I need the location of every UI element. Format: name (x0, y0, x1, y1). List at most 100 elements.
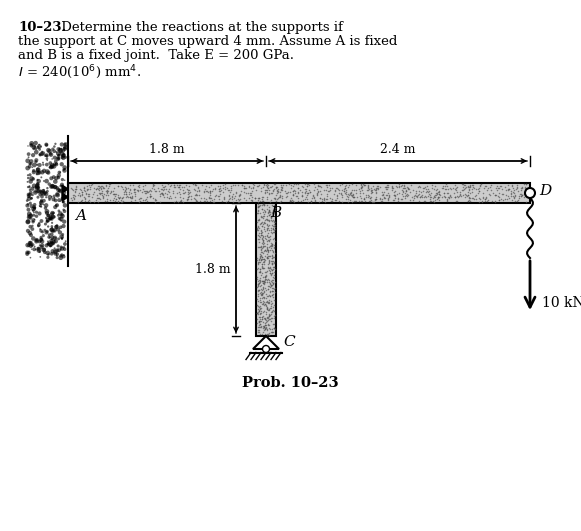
Point (303, 198, 313, 206)
Point (266, 212, 275, 221)
Point (36, 187, 45, 195)
Point (49, 226, 59, 235)
Point (82, 184, 91, 193)
Point (269, 324, 278, 332)
Point (263, 329, 272, 338)
Point (277, 196, 286, 205)
Point (254, 278, 263, 287)
Point (254, 255, 264, 263)
Point (192, 187, 202, 195)
Point (34, 244, 43, 253)
Point (416, 188, 425, 196)
Point (54, 151, 63, 159)
Point (365, 194, 374, 202)
Point (47, 210, 56, 219)
Point (406, 196, 415, 204)
Point (254, 258, 264, 266)
Point (253, 328, 263, 336)
Point (55, 168, 64, 177)
Point (146, 191, 156, 200)
Point (288, 196, 297, 204)
Point (53, 191, 62, 200)
Point (83, 190, 92, 199)
Point (430, 193, 439, 201)
Point (260, 278, 269, 287)
Point (257, 253, 267, 261)
Point (270, 194, 279, 202)
Point (348, 193, 357, 201)
Point (264, 324, 273, 332)
Point (84, 195, 94, 204)
Point (46, 162, 56, 171)
Point (53, 172, 63, 181)
Point (239, 184, 249, 192)
Point (264, 203, 274, 211)
Point (170, 181, 179, 190)
Point (445, 184, 454, 192)
Point (494, 189, 504, 197)
Point (268, 206, 277, 215)
Point (475, 194, 484, 203)
Point (468, 181, 477, 189)
Point (252, 186, 261, 194)
Point (455, 190, 464, 199)
Point (264, 226, 274, 235)
Point (264, 281, 273, 290)
Point (194, 186, 203, 194)
Point (336, 181, 345, 189)
Point (375, 194, 385, 203)
Point (30, 203, 39, 211)
Point (260, 307, 269, 315)
Point (31, 139, 40, 147)
Point (259, 279, 268, 287)
Point (269, 204, 278, 213)
Text: D: D (539, 184, 551, 198)
Point (47, 250, 56, 258)
Point (34, 245, 43, 253)
Point (299, 183, 308, 192)
Point (256, 305, 265, 313)
Point (404, 191, 413, 199)
Point (337, 192, 346, 201)
Point (450, 192, 459, 201)
Point (253, 279, 263, 288)
Point (264, 310, 274, 319)
Point (257, 277, 266, 286)
Point (23, 201, 32, 210)
Point (94, 182, 103, 190)
Point (257, 313, 266, 322)
Point (512, 184, 521, 193)
Point (323, 186, 332, 195)
Point (70, 185, 80, 193)
Point (131, 192, 140, 200)
Point (159, 191, 168, 199)
Point (224, 186, 234, 194)
Point (310, 180, 319, 189)
Point (227, 184, 236, 192)
Point (106, 196, 115, 204)
Point (267, 213, 276, 221)
Point (367, 186, 376, 194)
Point (150, 195, 160, 203)
Point (501, 191, 510, 199)
Point (442, 195, 451, 204)
Point (32, 212, 41, 220)
Point (60, 163, 69, 172)
Point (268, 248, 278, 256)
Point (253, 286, 262, 295)
Point (28, 221, 37, 230)
Point (325, 194, 335, 203)
Point (57, 233, 66, 241)
Point (260, 273, 270, 281)
Point (221, 198, 231, 206)
Point (268, 303, 278, 312)
Point (23, 177, 32, 186)
Point (260, 257, 269, 266)
Point (253, 224, 262, 233)
Point (435, 193, 444, 201)
Point (480, 194, 490, 203)
Point (333, 185, 343, 193)
Point (56, 252, 66, 260)
Point (49, 195, 58, 203)
Point (210, 184, 220, 192)
